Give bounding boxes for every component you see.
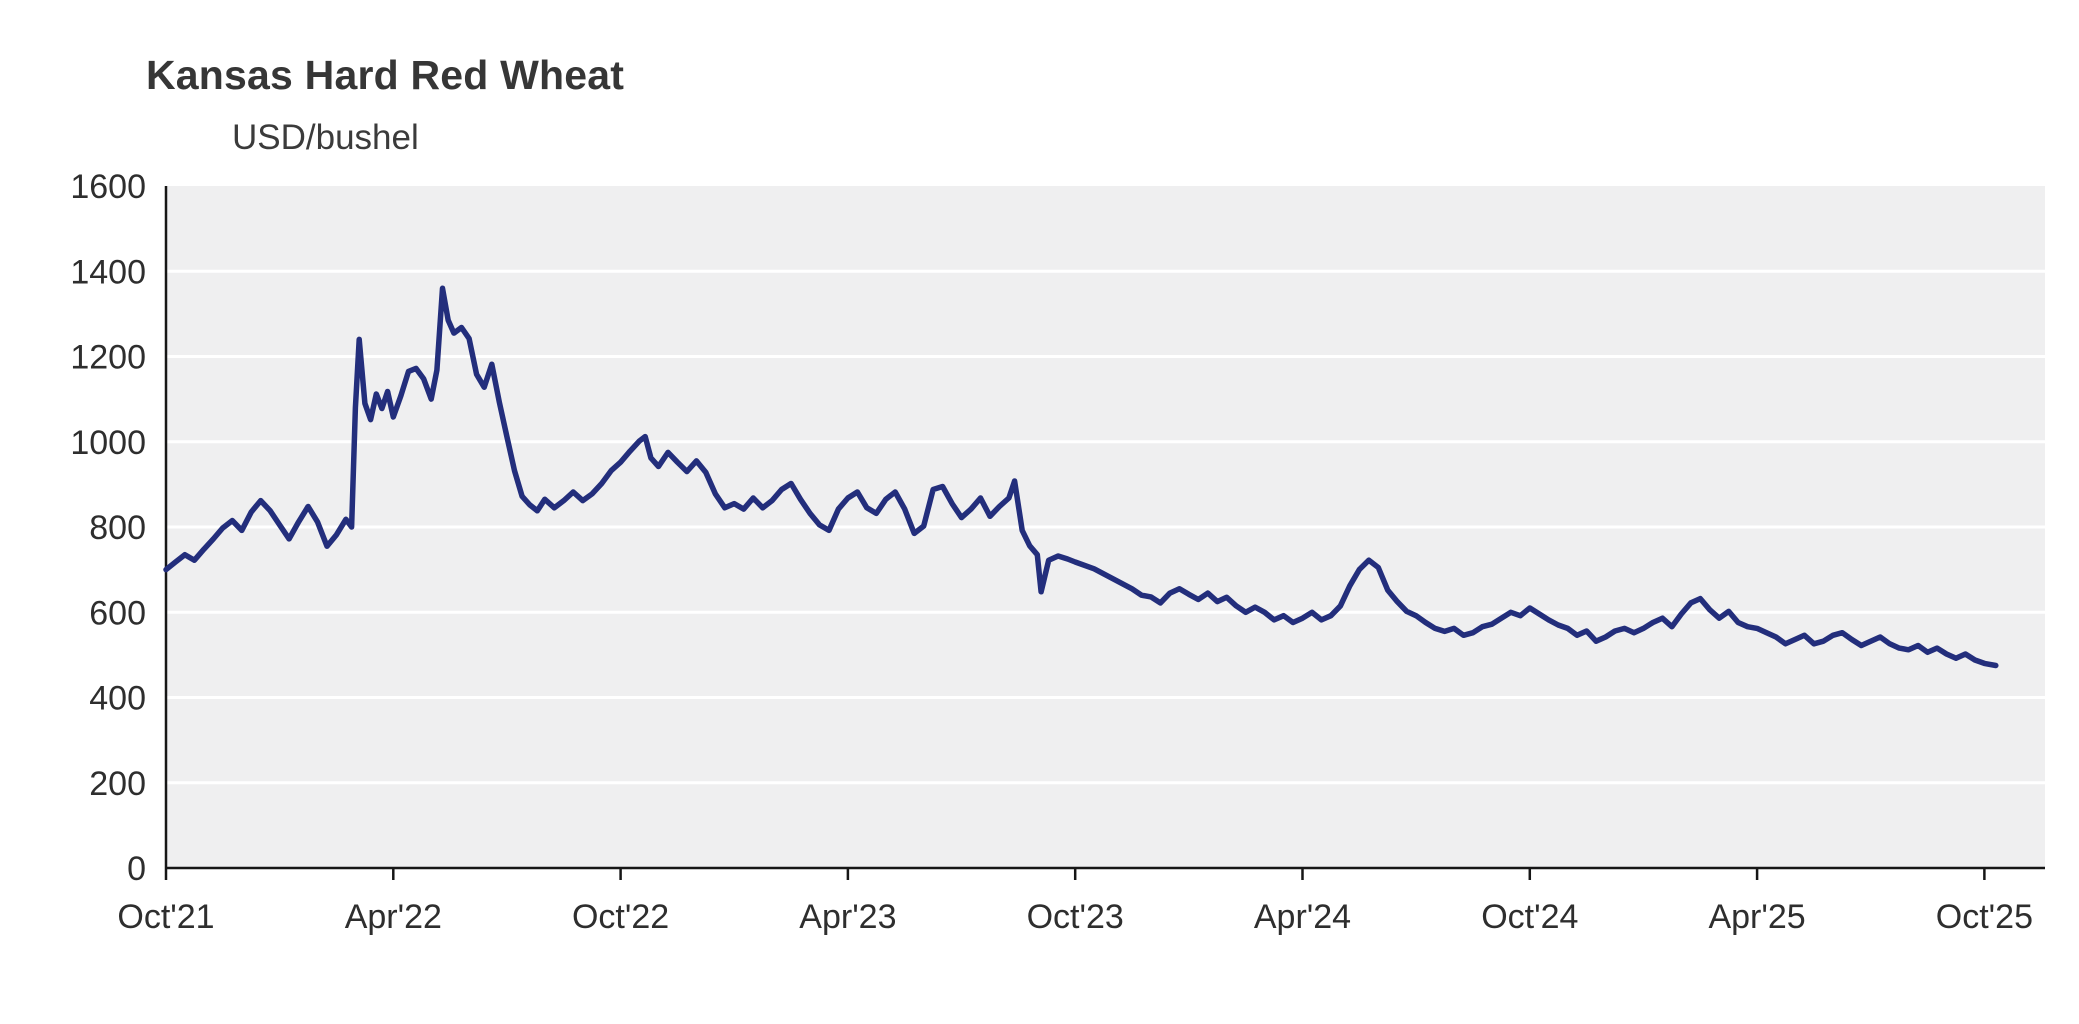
y-tick-label: 800 [89,509,146,547]
price-line [163,285,1999,669]
chart-title: Kansas Hard Red Wheat [146,52,625,98]
x-tick-label: Apr'23 [799,898,896,936]
y-tick-label: 600 [89,594,146,632]
y-tick-label: 0 [127,850,146,888]
chart-subtitle: USD/bushel [232,118,419,157]
x-tick-label: Apr'25 [1708,898,1805,936]
x-tick-label: Oct'24 [1481,898,1578,936]
y-tick-label: 200 [89,765,146,803]
x-tick-label: Oct'21 [117,898,214,936]
y-tick-label: 1000 [70,424,146,462]
x-tick-label: Oct'22 [572,898,669,936]
x-tick-label: Oct'23 [1027,898,1124,936]
y-tick-label: 400 [89,680,146,718]
x-tick-label: Apr'22 [345,898,442,936]
y-tick-label: 1200 [70,339,146,377]
x-tick-label: Apr'24 [1254,898,1351,936]
x-tick-label: Oct'25 [1936,898,2033,936]
y-tick-label: 1600 [70,168,146,206]
y-tick-label: 1400 [70,253,146,291]
